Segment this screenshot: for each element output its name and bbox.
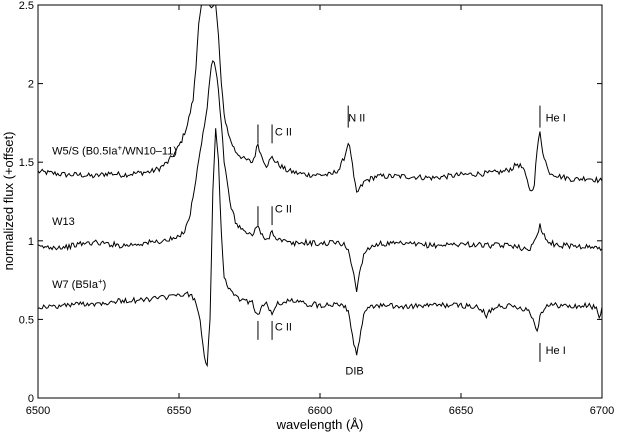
- spectrum-label: W5/S (B0.5Ia+/WN10–11): [52, 143, 177, 158]
- y-tick-label: 1: [28, 236, 34, 248]
- spectrum-label: W13: [52, 216, 75, 228]
- x-tick-label: 6550: [167, 405, 191, 417]
- line-annotation: C II: [275, 126, 292, 138]
- plot-frame: [37, 4, 603, 399]
- line-markers: [257, 105, 541, 362]
- x-tick-label: 6500: [26, 405, 50, 417]
- line-annotation: DIB: [345, 365, 363, 377]
- y-axis-title: normalized flux (+offset): [1, 132, 16, 271]
- y-tick-label: 1.5: [19, 157, 34, 169]
- spectrum-line: [38, 5, 602, 193]
- spectrum-line: [38, 128, 602, 368]
- x-tick-label: 6600: [308, 405, 332, 417]
- x-axis-title: wavelength (Å): [276, 417, 364, 432]
- spectra-series: [38, 5, 602, 368]
- y-tick-label: 2.5: [19, 0, 34, 12]
- x-tick-label: 6700: [590, 405, 614, 417]
- line-annotation: C II: [275, 204, 292, 216]
- y-tick-label: 0.5: [19, 314, 34, 326]
- spectrum-labels: W5/S (B0.5Ia+/WN10–11) W13 W7 (B5Ia+): [52, 143, 177, 291]
- line-annotation: C II: [275, 321, 292, 333]
- line-annotations: C II N II He I C II C II DIB He I: [275, 112, 566, 377]
- line-annotation: He I: [546, 112, 566, 124]
- spectrum-line: [38, 59, 602, 292]
- line-annotation: He I: [546, 345, 566, 357]
- spectrum-label: W7 (B5Ia+): [52, 276, 106, 291]
- y-tick-label: 2: [28, 79, 34, 91]
- x-tick-label: 6650: [449, 405, 473, 417]
- axis-ticks: 6500 6550 6600 6650 6700 0 0.5 1 1.5 2 2.5: [19, 0, 615, 417]
- y-tick-label: 0: [28, 393, 34, 405]
- line-annotation: N II: [348, 112, 365, 124]
